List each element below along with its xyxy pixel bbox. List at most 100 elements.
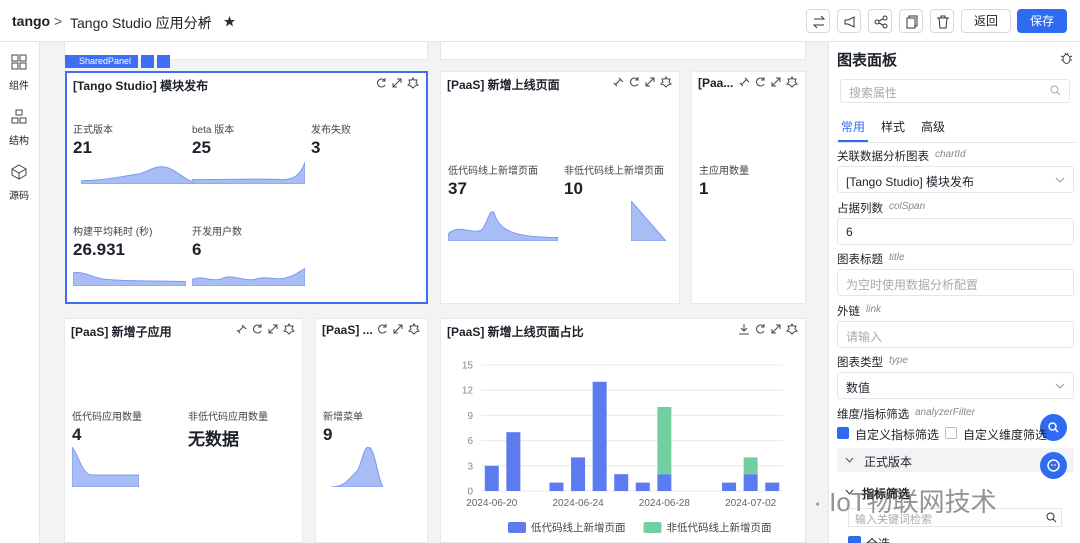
select-all[interactable]: 全选 xyxy=(866,535,890,543)
panel-tools[interactable] xyxy=(737,323,801,337)
panel-tool-icon xyxy=(283,323,295,335)
panel-tools[interactable] xyxy=(358,77,422,91)
panel-title[interactable]: [PaaS] 新增上线页面占比 xyxy=(447,325,584,339)
panel-title[interactable]: [PaaS] 新增子应用 xyxy=(71,325,172,339)
panel-tool-icon xyxy=(408,323,420,335)
panel-card: [PaaS] ... 新增菜单 9 xyxy=(315,318,428,543)
sparkline xyxy=(73,264,186,286)
metric-label: 正式版本 xyxy=(73,125,113,136)
components-icon[interactable] xyxy=(11,54,27,70)
panel-tools[interactable] xyxy=(234,323,298,337)
field-input[interactable] xyxy=(837,166,1074,193)
tab[interactable]: 样式 xyxy=(881,120,906,134)
field-label: 外链 xyxy=(837,305,860,318)
metric-label: 非低代码线上新增页面 xyxy=(564,166,664,177)
collapse-title[interactable]: 正式版本 xyxy=(864,455,913,469)
sparkline xyxy=(448,206,558,241)
collapse-title[interactable]: 指标筛选 xyxy=(862,487,911,501)
filter-search-icon[interactable] xyxy=(1046,512,1057,523)
checkbox[interactable] xyxy=(848,536,861,543)
delete-button[interactable] xyxy=(930,9,954,33)
bar xyxy=(743,474,758,491)
filter-input[interactable] xyxy=(848,508,1062,527)
field-input[interactable] xyxy=(837,320,1074,348)
sparkline-area xyxy=(331,447,383,487)
panel-tool-icon xyxy=(377,78,386,88)
edit-icon[interactable] xyxy=(200,15,212,27)
checkbox-label[interactable]: 自定义指标筛选 xyxy=(855,427,940,442)
metric-value: 37 xyxy=(448,179,467,198)
panel-tool-icon xyxy=(771,324,781,334)
collapse-header[interactable] xyxy=(837,448,1074,472)
brand[interactable]: tango xyxy=(12,13,51,29)
panel-tool-icon xyxy=(253,324,262,334)
metric-label: 主应用数量 xyxy=(699,166,749,177)
star-icon[interactable] xyxy=(223,15,236,28)
checkbox-label[interactable]: 自定义维度筛选 xyxy=(963,427,1048,442)
search-input[interactable] xyxy=(840,79,1070,103)
field-value: 数值 xyxy=(846,381,871,395)
breadcrumb-separator: > xyxy=(54,13,63,29)
swap-button[interactable] xyxy=(806,9,830,33)
panel-card: [Paa... 主应用数量 1 xyxy=(691,71,806,304)
panel-title[interactable]: [PaaS] ... xyxy=(322,323,373,337)
bar xyxy=(722,482,737,491)
structure-icon[interactable] xyxy=(11,109,27,125)
announce-button[interactable] xyxy=(837,9,861,33)
field-label: 占据列数 xyxy=(837,202,883,215)
panel-tool-icon xyxy=(378,324,387,334)
sparkline-area xyxy=(448,212,558,241)
save-button[interactable]: 保存 xyxy=(1017,9,1067,33)
sparkline-area xyxy=(81,167,194,184)
metric-value: 25 xyxy=(192,138,211,157)
metric-label: 低代码应用数量 xyxy=(72,412,142,423)
bar xyxy=(592,381,607,491)
field-placeholder: 为空时使用数据分析配置 xyxy=(846,278,979,292)
assistant-fab[interactable] xyxy=(1040,452,1067,479)
x-tick-label: 2024-06-28 xyxy=(639,498,691,509)
copy-tool[interactable] xyxy=(141,55,154,68)
search-fab[interactable] xyxy=(1040,414,1067,441)
bar xyxy=(614,474,629,491)
sidebar-label[interactable]: 源码 xyxy=(9,191,29,202)
panel-title[interactable]: [Tango Studio] 模块发布 xyxy=(73,79,209,93)
field-value: 6 xyxy=(846,224,853,239)
back-button[interactable]: 返回 xyxy=(961,9,1011,33)
y-tick-label: 12 xyxy=(462,386,474,397)
sparkline xyxy=(81,162,194,184)
panel-tools[interactable] xyxy=(611,76,675,90)
panel-title[interactable]: [Paa... xyxy=(698,76,734,90)
sidebar-label[interactable]: 组件 xyxy=(9,81,29,92)
source-icon[interactable] xyxy=(11,164,27,180)
tab[interactable]: 高级 xyxy=(921,120,946,134)
field-label: 维度/指标筛选 xyxy=(837,408,910,421)
field-key: colSpan xyxy=(889,200,926,212)
tab[interactable]: 常用 xyxy=(841,120,866,134)
debug-icon[interactable] xyxy=(1060,51,1073,65)
panel-tools[interactable] xyxy=(737,76,801,90)
panel-tool-icon xyxy=(268,324,278,334)
field-input[interactable] xyxy=(837,217,1074,245)
filter-placeholder: 输入关键词检索 xyxy=(855,514,932,526)
panel-tool-icon xyxy=(786,323,798,335)
chart: 0 3 6 9 12 15 2024-06-20 2024-06-24 2024-06-28 20… xyxy=(462,361,783,534)
checkbox[interactable] xyxy=(945,426,957,439)
shared-panel-tag[interactable]: SharedPanel xyxy=(65,55,138,68)
sidebar-label[interactable]: 结构 xyxy=(9,136,29,147)
panel-tool-icon xyxy=(756,324,765,334)
panel-card: [PaaS] 新增上线页面占比 0 3 6 9 12 15 2024-06-20 2024-06… xyxy=(440,318,806,543)
copy-button[interactable] xyxy=(899,9,923,33)
field-input[interactable] xyxy=(837,372,1074,399)
tab-underline xyxy=(838,140,868,142)
share-button[interactable] xyxy=(868,9,892,33)
field-input[interactable] xyxy=(837,269,1074,296)
bar xyxy=(506,432,521,491)
field-label: 图表类型 xyxy=(837,357,883,369)
panel-tools[interactable] xyxy=(359,323,423,337)
checkbox[interactable] xyxy=(837,426,849,439)
panel-title[interactable]: [PaaS] 新增上线页面 xyxy=(447,78,560,92)
delete-tool[interactable] xyxy=(157,55,170,68)
sparkline-area xyxy=(631,201,666,241)
metric-label: 构建平均耗时 (秒) xyxy=(73,227,153,238)
x-tick-label: 2024-06-20 xyxy=(466,498,518,509)
